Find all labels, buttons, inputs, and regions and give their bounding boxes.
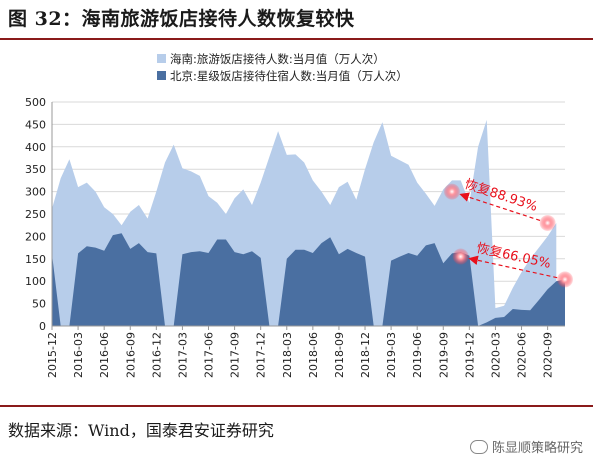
x-tick-label: 2015-12	[46, 332, 59, 378]
annotation-marker	[452, 248, 469, 265]
x-tick-label: 2016-06	[98, 332, 111, 378]
chart-legend: 海南:旅游饭店接待人数:当月值（万人次） 北京:星级饭店接待住宿人数:当月值（万人…	[157, 52, 408, 83]
annotation-marker	[443, 183, 460, 200]
x-tick-label: 2019-12	[463, 332, 476, 378]
chart-title: 图 32：海南旅游饭店接待人数恢复较快	[8, 8, 355, 30]
x-tick-label: 2017-03	[176, 332, 189, 378]
y-tick-label: 250	[25, 208, 46, 221]
watermark: 陈显顺策略研究	[469, 437, 583, 456]
x-tick-label: 2020-06	[516, 332, 529, 378]
y-tick-label: 500	[25, 96, 46, 109]
wechat-icon	[469, 439, 488, 454]
y-tick-label: 450	[25, 118, 46, 131]
x-tick-label: 2020-09	[542, 332, 555, 378]
x-axis: 2015-12 2016-03 2016-06 2016-09 2016-12 2017-…	[46, 102, 565, 378]
annotation-arrow	[468, 255, 558, 279]
annotation-marker	[539, 214, 556, 231]
series-area-2	[52, 233, 565, 326]
x-tick-label: 2016-09	[124, 332, 137, 378]
source-note: 数据来源：Wind，国泰君安证券研究	[8, 421, 274, 440]
legend-label-1: 海南:旅游饭店接待人数:当月值（万人次）	[170, 52, 385, 66]
legend-swatch-2	[157, 71, 166, 80]
x-tick-label: 2019-06	[411, 332, 424, 378]
annotation-marker	[557, 271, 573, 288]
y-tick-label: 200	[25, 230, 46, 243]
watermark-label: 陈显顺策略研究	[491, 441, 583, 456]
x-tick-label: 2018-06	[307, 332, 320, 378]
area-chart: 海南:旅游饭店接待人数:当月值（万人次） 北京:星级饭店接待住宿人数:当月值（万人…	[25, 52, 573, 378]
x-tick-label: 2016-03	[72, 332, 85, 378]
plot-area	[52, 119, 565, 327]
x-tick-label: 2019-03	[385, 332, 398, 378]
y-tick-label: 0	[39, 320, 46, 333]
y-tick-label: 100	[25, 275, 46, 288]
y-tick-label: 150	[25, 253, 46, 266]
y-tick-label: 350	[25, 163, 46, 176]
x-tick-label: 2017-12	[255, 332, 268, 378]
legend-label-2: 北京:星级饭店接待住宿人数:当月值（万人次）	[170, 69, 408, 83]
x-tick-label: 2018-12	[359, 332, 372, 378]
y-axis: 0 50 100 150 200 250 300 350 400 450 500	[25, 96, 46, 333]
x-tick-label: 2017-09	[229, 332, 242, 378]
title-divider	[0, 38, 593, 40]
y-tick-label: 50	[32, 298, 46, 311]
x-tick-label: 2020-03	[489, 332, 502, 378]
legend-swatch-1	[157, 54, 166, 63]
x-tick-label: 2019-09	[437, 332, 450, 378]
source-divider	[0, 405, 593, 407]
x-tick-label: 2018-03	[281, 332, 294, 378]
y-tick-label: 300	[25, 186, 46, 199]
x-tick-label: 2016-12	[150, 332, 163, 378]
y-tick-label: 400	[25, 141, 46, 154]
x-tick-label: 2017-06	[203, 332, 216, 378]
x-tick-label: 2018-09	[333, 332, 346, 378]
